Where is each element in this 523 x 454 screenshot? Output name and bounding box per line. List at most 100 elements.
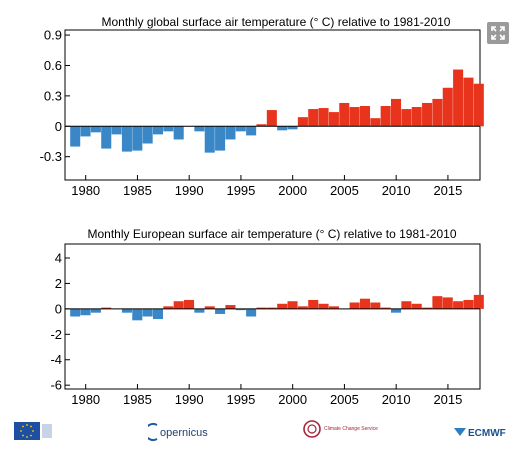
chart-bar (132, 308, 143, 321)
chart-bar (422, 307, 433, 309)
y-tick-label: 0 (55, 301, 62, 316)
chart-bar (359, 298, 370, 309)
chart-bar (204, 306, 215, 309)
chart-bar (453, 69, 464, 127)
chart-bar (370, 302, 381, 309)
chart-bar (132, 126, 143, 151)
chart-bar (163, 306, 174, 309)
chart-bar (432, 296, 443, 309)
x-tick-label: 2015 (433, 392, 462, 407)
x-tick-label: 1995 (226, 392, 255, 407)
x-tick-label: 2010 (382, 392, 411, 407)
chart-bar (215, 308, 226, 314)
chart-bar (256, 124, 267, 127)
chart-bar (308, 109, 319, 127)
chart-bar (246, 126, 257, 136)
chart-bar (266, 110, 277, 127)
chart-bar (215, 126, 226, 151)
chart-bar (152, 126, 164, 135)
chart-bar (80, 308, 91, 316)
x-tick-label: 2000 (278, 392, 307, 407)
chart-bar (339, 102, 350, 127)
chart-bar (297, 117, 308, 127)
x-tick-label: 1985 (123, 183, 152, 198)
chart-bar (277, 303, 288, 309)
chart-bar (184, 299, 195, 309)
global-chart-x-axis: 1980 1985 1990 1995 2000 2005 2010 2015 (71, 175, 462, 198)
chart-bar (101, 126, 112, 149)
copernicus-logo: opernicus (144, 416, 238, 446)
chart-bar (442, 297, 453, 309)
chart-bar (266, 307, 277, 309)
chart-bar (318, 303, 329, 309)
chart-bar (422, 102, 433, 127)
chart-bar (225, 126, 236, 140)
chart-bar (297, 306, 308, 309)
chart-bar (142, 126, 153, 144)
x-tick-label: 1990 (175, 392, 204, 407)
chart-bar (194, 126, 205, 132)
chart-bar (287, 126, 298, 130)
european-chart-y-axis: 4 2 0 -2 -4 -6 (50, 250, 70, 393)
chart-bar (152, 308, 164, 320)
climate-change-service-text: Climate Change Service (324, 426, 378, 432)
y-tick-label: 0 (55, 119, 62, 134)
chart-bar (70, 126, 81, 147)
y-tick-label: 0.9 (44, 28, 62, 43)
chart-bar (359, 106, 370, 127)
x-tick-label: 2015 (433, 183, 462, 198)
climate-change-service-logo: Climate Change Service (300, 416, 380, 446)
chart-bar (173, 301, 184, 309)
chart-bar (349, 107, 360, 127)
x-tick-label: 1990 (175, 183, 204, 198)
chart-bar (463, 77, 474, 127)
y-tick-label: 0.3 (44, 88, 62, 103)
expand-arrows-icon (491, 26, 505, 40)
chart-bar (411, 107, 422, 127)
chart-bar (463, 299, 474, 309)
chart-bar (349, 302, 360, 309)
chart-bar (473, 294, 484, 309)
chart-bar (287, 301, 298, 309)
european-temperature-chart: Monthly European surface air temperature… (50, 227, 484, 407)
y-tick-label: -0.3 (40, 149, 62, 164)
chart-bar (256, 307, 267, 309)
chart-bar (401, 109, 412, 127)
chart-bar (246, 308, 257, 317)
chart-bar (90, 308, 101, 313)
chart-bar (370, 118, 381, 127)
ecmwf-logo-text: ECMWF (468, 428, 506, 439)
chart-bar (101, 307, 112, 309)
chart-bar (473, 83, 484, 127)
chart-bar (173, 126, 184, 140)
chart-bar (121, 126, 132, 152)
chart-bar (391, 98, 402, 127)
x-tick-label: 2005 (330, 392, 359, 407)
chart-bar (432, 98, 443, 127)
chart-bar (380, 307, 391, 309)
chart-bar (411, 303, 422, 309)
chart-bar (121, 308, 132, 313)
chart-bar (277, 126, 288, 131)
chart-bar (111, 126, 122, 135)
chart-bar (90, 126, 101, 133)
chart-bar (308, 299, 319, 309)
chart-bar (235, 308, 246, 311)
chart-bar (328, 306, 339, 309)
x-tick-label: 1980 (71, 392, 100, 407)
y-tick-label: -4 (50, 352, 62, 367)
ecmwf-logo: ECMWF (450, 416, 516, 446)
y-tick-label: 0.6 (44, 58, 62, 73)
chart-bar (318, 108, 329, 127)
chart-bar (391, 308, 402, 313)
copernicus-logo-text: opernicus (160, 427, 208, 439)
x-tick-label: 2005 (330, 183, 359, 198)
chart-bar (453, 301, 464, 309)
x-tick-label: 1980 (71, 183, 100, 198)
x-tick-label: 1985 (123, 392, 152, 407)
y-tick-label: -6 (50, 378, 62, 393)
global-chart-frame (64, 29, 481, 181)
global-temperature-chart: Monthly global surface air temperature (… (40, 15, 484, 198)
expand-button[interactable] (487, 22, 509, 44)
